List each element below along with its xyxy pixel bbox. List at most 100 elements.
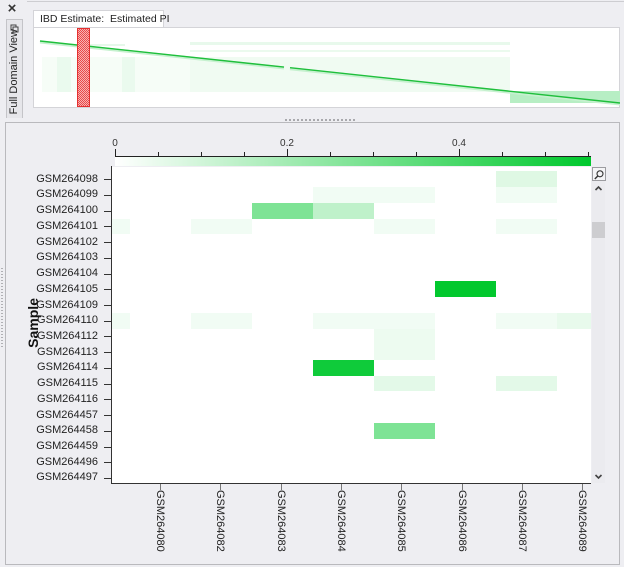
overview-selection-window[interactable] — [77, 28, 90, 107]
colorbar-minor-tick — [158, 152, 159, 156]
y-axis-tick — [104, 242, 111, 243]
heatmap-cell[interactable] — [374, 375, 435, 392]
y-axis-label: GSM264496 — [36, 455, 98, 468]
x-axis-tick — [281, 484, 282, 490]
overview-thumbnail[interactable] — [34, 28, 620, 107]
tab-full-domain-view[interactable]: Full Domain View — [6, 19, 23, 118]
y-axis-tick — [104, 274, 111, 275]
heatmap-cell[interactable] — [191, 312, 252, 329]
x-axis-label: GSM264083 — [275, 490, 287, 552]
y-axis-label: GSM264112 — [37, 329, 98, 342]
y-axis-label: GSM264102 — [36, 235, 98, 248]
y-axis-label: GSM264105 — [36, 282, 98, 295]
y-axis-tick — [104, 478, 111, 479]
y-axis-label: GSM264457 — [36, 408, 98, 421]
y-axis-tick — [104, 289, 111, 290]
y-axis-tick — [104, 399, 111, 400]
chevron-up-icon — [594, 185, 603, 191]
x-axis-label: GSM264087 — [516, 490, 528, 552]
heatmap-cell[interactable] — [112, 218, 130, 235]
colorbar-minor-tick — [373, 152, 374, 156]
y-axis-label: GSM264458 — [36, 424, 98, 437]
y-axis-label: GSM264109 — [36, 298, 98, 311]
vertical-scrollbar[interactable] — [592, 167, 605, 483]
y-axis-line — [111, 166, 112, 484]
y-axis-label: GSM264459 — [36, 440, 98, 452]
heatmap-cell[interactable] — [313, 312, 374, 329]
heatmap-cell[interactable] — [313, 187, 374, 203]
heatmap-cell[interactable] — [374, 344, 435, 361]
colorbar-axis — [115, 156, 591, 157]
y-axis-tick — [104, 321, 111, 322]
y-axis-tick — [104, 368, 111, 369]
y-axis-label: GSM264110 — [37, 314, 98, 327]
heatmap-cell[interactable] — [313, 202, 374, 219]
y-axis-tick — [104, 258, 111, 259]
colorbar-major-tick — [287, 149, 288, 156]
chevron-down-icon — [594, 474, 603, 480]
scroll-up-button[interactable] — [592, 181, 605, 193]
x-axis-tick — [582, 484, 583, 490]
pin-icon[interactable] — [10, 24, 19, 34]
y-axis-tick — [104, 226, 111, 227]
heatmap-cell[interactable] — [374, 312, 435, 329]
y-axis-label: GSM264099 — [36, 188, 98, 201]
splitter-grip-vertical[interactable] — [1, 268, 3, 348]
colorbar-tick-label: 0 — [112, 138, 118, 149]
splitter-grip-horizontal[interactable] — [285, 119, 355, 121]
heatmap-cell[interactable] — [496, 171, 557, 188]
x-axis-tick — [522, 484, 523, 490]
colorbar-minor-tick — [545, 152, 546, 156]
heatmap-cell[interactable] — [374, 218, 435, 235]
y-axis-tick — [104, 305, 111, 306]
tab-ibd-estimate[interactable]: IBD Estimate: Estimated PI — [33, 10, 170, 27]
colorbar-minor-tick — [244, 152, 245, 156]
magnifier-icon — [594, 170, 604, 180]
colorbar-major-tick — [115, 149, 116, 156]
scrollbar-thumb[interactable] — [592, 222, 605, 238]
heatmap-cell[interactable] — [112, 312, 130, 329]
panel-border — [27, 1, 624, 2]
y-axis-label: GSM264114 — [37, 361, 98, 374]
colorbar-minor-tick — [502, 152, 503, 156]
y-axis-tick — [104, 415, 111, 416]
heatmap-cell[interactable] — [557, 312, 591, 329]
y-axis-label: GSM264103 — [36, 251, 98, 264]
close-icon[interactable]: × — [7, 0, 17, 17]
colorbar-tick-label: 0.2 — [280, 138, 294, 149]
x-axis-label: GSM264084 — [335, 490, 347, 552]
x-axis-label: GSM264080 — [154, 490, 166, 552]
colorbar-major-tick — [459, 149, 460, 156]
y-axis-label: GSM264115 — [37, 377, 98, 390]
heatmap-cell[interactable] — [435, 281, 496, 298]
y-axis-tick — [104, 195, 111, 196]
y-axis-label: GSM264116 — [37, 392, 98, 405]
y-axis-tick — [104, 384, 111, 385]
x-axis-tick — [220, 484, 221, 490]
zoom-button[interactable] — [592, 167, 606, 181]
colorbar-gradient — [115, 157, 591, 166]
colorbar-minor-tick — [416, 152, 417, 156]
heatmap-cell[interactable] — [496, 312, 557, 329]
heatmap-cell[interactable] — [191, 218, 252, 235]
heatmap-cell[interactable] — [374, 328, 435, 345]
y-axis-tick — [104, 431, 111, 432]
heatmap-grid[interactable] — [112, 167, 591, 483]
tab-label: Full Domain View — [8, 28, 20, 114]
heatmap-cell[interactable] — [496, 375, 557, 392]
scroll-down-button[interactable] — [592, 469, 605, 481]
heatmap-cell[interactable] — [252, 202, 313, 219]
heatmap-cell[interactable] — [374, 422, 435, 439]
x-axis-tick — [160, 484, 161, 490]
y-axis-tick — [104, 211, 111, 212]
y-axis-label: GSM264100 — [36, 204, 98, 217]
y-axis-tick — [104, 447, 111, 448]
y-axis-label: GSM264098 — [36, 172, 98, 185]
heatmap-cell[interactable] — [496, 218, 557, 235]
heatmap-cell[interactable] — [496, 187, 557, 203]
x-axis-tick — [401, 484, 402, 490]
y-axis-tick — [104, 352, 111, 353]
y-axis-label: GSM264104 — [36, 267, 98, 280]
heatmap-cell[interactable] — [313, 360, 374, 376]
heatmap-cell[interactable] — [374, 187, 435, 203]
